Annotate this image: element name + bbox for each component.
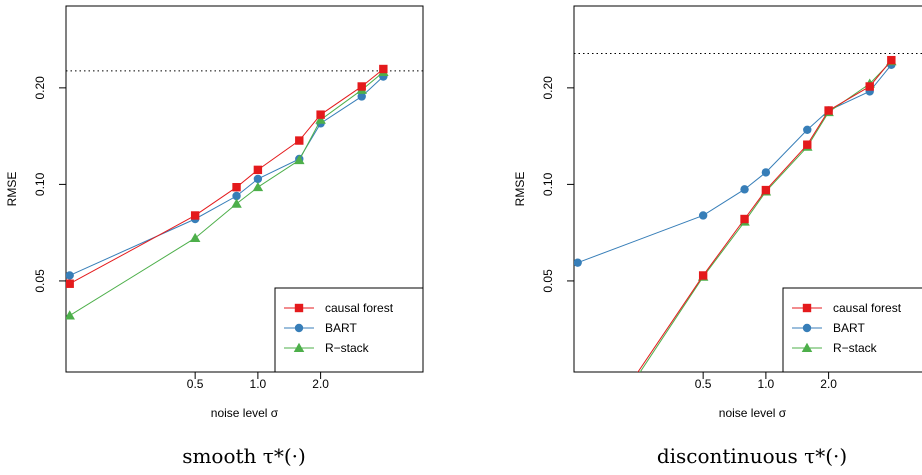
data-point — [231, 198, 242, 208]
data-point — [294, 154, 305, 165]
legend-marker — [294, 323, 304, 333]
legend-label: R−stack — [833, 341, 878, 355]
series-line — [69, 71, 384, 316]
legend-label: BART — [833, 321, 865, 335]
data-point — [379, 64, 388, 74]
data-point — [253, 174, 263, 184]
y-axis-title: RMSE — [5, 172, 19, 207]
data-point — [740, 214, 749, 224]
chart-panel-1: 0.05 0.10 0.20 0.5 1.0 2.0 RMSE noise level σ sm… — [5, 5, 424, 468]
data-point — [824, 106, 833, 115]
data-point — [316, 110, 325, 119]
series-line — [69, 68, 384, 285]
y-tick-label: 0.20 — [33, 76, 47, 100]
y-tick-label: 0.10 — [541, 172, 555, 196]
series-line — [69, 76, 384, 276]
data-point — [357, 92, 366, 101]
data-point — [740, 185, 749, 194]
data-point — [761, 185, 771, 195]
data-point — [232, 191, 241, 201]
panel-caption: smooth τ*(·) — [182, 444, 306, 468]
data-point — [865, 82, 874, 91]
data-point — [66, 271, 74, 280]
series-line — [637, 59, 892, 372]
plot-frame — [65, 5, 424, 373]
data-point — [315, 114, 326, 124]
y-tick-label: 0.10 — [33, 172, 47, 196]
x-tick-label: 1.0 — [250, 377, 267, 391]
series-circle — [66, 72, 388, 280]
data-point — [295, 136, 304, 145]
data-point — [572, 461, 583, 470]
legend-marker — [802, 323, 812, 333]
y-axis-title: RMSE — [513, 172, 527, 207]
plot-area — [66, 64, 423, 320]
series-triangle — [66, 66, 389, 320]
data-point — [66, 279, 74, 288]
series-square — [573, 55, 896, 465]
legend-label: R−stack — [325, 341, 370, 355]
data-point — [252, 181, 264, 192]
legend: causal forest BART R−stack — [782, 287, 922, 373]
y-tick-label: 0.05 — [33, 269, 47, 293]
data-point — [189, 232, 201, 243]
legend-label: causal forest — [325, 301, 394, 315]
x-tick-label: 2.0 — [820, 377, 837, 391]
data-point — [803, 140, 812, 149]
data-point — [698, 271, 708, 280]
legend-label: BART — [325, 321, 357, 335]
chart-panel-2: 0.05 0.10 0.20 0.5 1.0 2.0 RMSE noise level σ di… — [513, 5, 922, 470]
x-tick-label: 0.5 — [187, 377, 204, 391]
x-tick-label: 2.0 — [312, 377, 329, 391]
legend-marker — [801, 342, 813, 352]
legend-marker — [294, 303, 304, 313]
x-axis-title: noise level σ — [719, 406, 787, 420]
data-point — [573, 457, 581, 465]
x-tick-label: 0.5 — [695, 377, 712, 391]
x-tick-label: 1.0 — [758, 377, 775, 391]
legend: causal forest BART R−stack — [274, 287, 424, 373]
data-point — [887, 55, 896, 65]
data-point — [761, 168, 771, 177]
legend-marker — [293, 342, 305, 352]
data-point — [253, 165, 263, 175]
y-tick-label: 0.20 — [541, 76, 555, 100]
x-axis-title: noise level σ — [211, 406, 279, 420]
data-point — [357, 82, 366, 91]
series-square — [66, 64, 388, 288]
legend-label: causal forest — [833, 301, 902, 315]
data-point — [803, 125, 812, 134]
data-point — [698, 211, 708, 220]
series-line — [577, 64, 892, 264]
panel-caption: discontinuous τ*(·) — [657, 444, 847, 468]
series-circle — [574, 60, 896, 267]
legend-marker — [802, 303, 812, 313]
data-point — [66, 310, 75, 320]
data-point — [232, 183, 241, 192]
series-line — [639, 60, 892, 372]
plot-frame — [573, 5, 922, 373]
y-tick-label: 0.05 — [541, 269, 555, 293]
plot-area — [572, 52, 922, 470]
data-point — [190, 211, 200, 220]
data-point — [574, 258, 582, 267]
